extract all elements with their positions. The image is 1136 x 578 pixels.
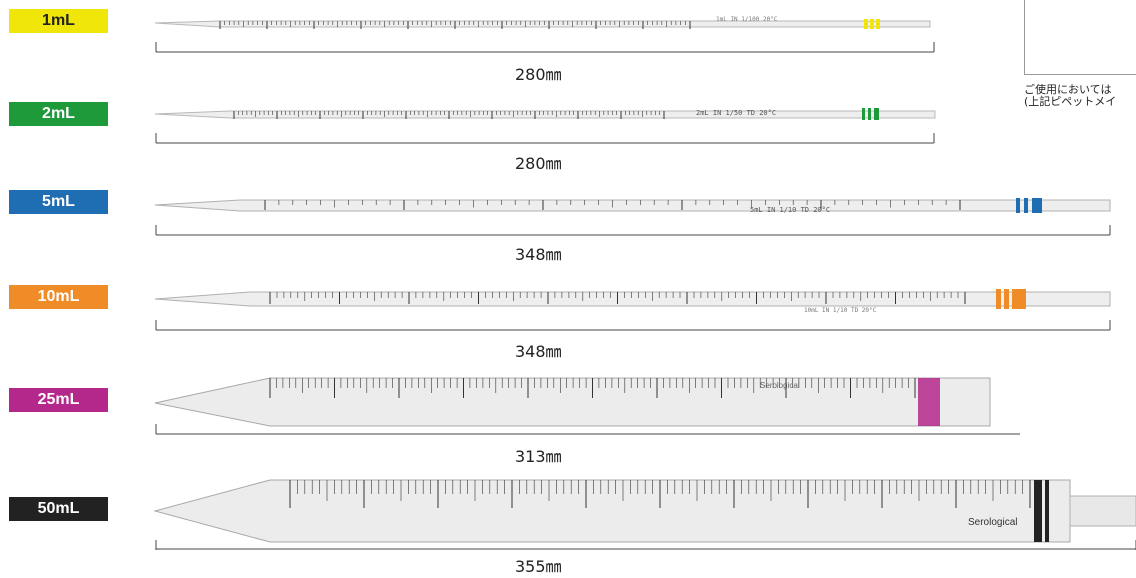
length-2ml: 280㎜ (515, 154, 562, 173)
color-band (862, 108, 865, 120)
graduation-marks (233, 111, 665, 119)
pipette-5ml: 5mL IN 1/10 TD 20°C (154, 198, 1111, 236)
color-band (864, 19, 868, 29)
label-25ml: 25mL (9, 388, 108, 412)
pipette-2ml: 2mL IN 1/50 TD 20°C (154, 108, 936, 144)
color-band (918, 378, 940, 426)
pipette-25ml: Serological (154, 377, 1020, 435)
length-50ml: 355㎜ (515, 557, 562, 576)
label-2ml: 2mL (9, 102, 108, 126)
length-25ml: 313㎜ (515, 447, 562, 466)
color-band (996, 289, 1001, 309)
graduation-marks (264, 200, 961, 210)
length-5ml: 348㎜ (515, 245, 562, 264)
label-1ml: 1mL (9, 9, 108, 33)
pipette-10ml: 10mL IN 1/10 TD 20°C (154, 289, 1111, 331)
graduation-marks (289, 480, 1031, 508)
usage-note: ご使用においては (上記ピペットメイ (1024, 0, 1136, 130)
graduation-marks (269, 378, 916, 398)
label-50ml: 50mL (9, 497, 108, 521)
color-band (1016, 198, 1020, 213)
color-band (1034, 480, 1042, 542)
spec-text: 10mL IN 1/10 TD 20°C (804, 307, 877, 314)
note-line-2: (上記ピペットメイ (1024, 95, 1117, 108)
graduation-marks (269, 292, 966, 304)
spec-text: Serological (760, 381, 800, 390)
pipette-1ml: 1mL IN 1/100 20°C (154, 16, 935, 53)
spec-text: 5mL IN 1/10 TD 20°C (750, 206, 830, 214)
note-text: ご使用においては (上記ピペットメイ (1024, 84, 1116, 108)
label-5ml: 5mL (9, 190, 108, 214)
length-10ml: 348㎜ (515, 342, 562, 361)
spec-text: 2mL IN 1/50 TD 20°C (696, 109, 776, 117)
note-frame (1024, 0, 1136, 75)
spec-text: 1mL IN 1/100 20°C (716, 16, 778, 23)
note-line-1: ご使用においては (1024, 83, 1112, 96)
pipette-50ml: Serological (153, 479, 1136, 550)
length-1ml: 280㎜ (515, 65, 562, 84)
label-10ml: 10mL (9, 285, 108, 309)
spec-text: Serological (968, 517, 1017, 528)
graduation-marks (219, 21, 691, 29)
